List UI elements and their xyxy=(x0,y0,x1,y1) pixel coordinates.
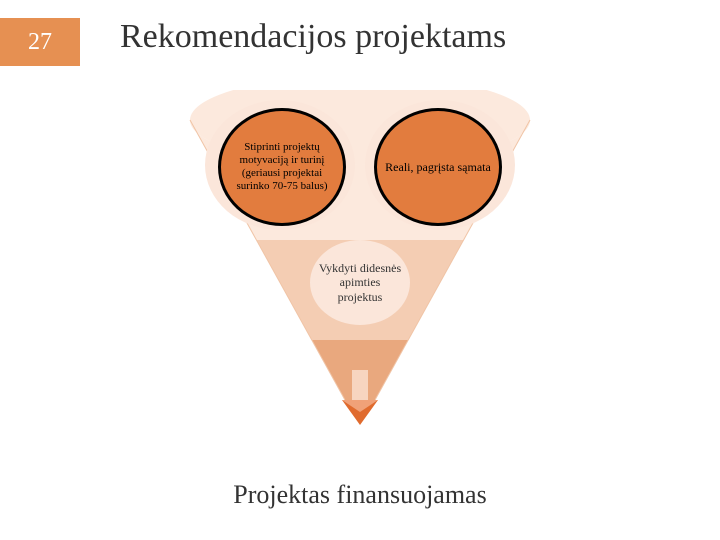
recommendation-circle-1: Stiprinti projektų motyvaciją ir turinį … xyxy=(218,108,346,226)
circle2-text: Reali, pagrįsta sąmata xyxy=(385,160,491,174)
recommendation-circle-2: Reali, pagrįsta sąmata xyxy=(374,108,502,226)
bottom-caption: Projektas finansuojamas xyxy=(0,480,720,510)
slide-title: Rekomendacijos projektams xyxy=(120,18,506,56)
recommendation-circle-3: Vykdyti didesnės apimties projektus xyxy=(310,240,410,325)
down-arrow-icon xyxy=(340,370,380,430)
slide-number: 27 xyxy=(28,29,52,56)
slide-number-badge: 27 xyxy=(0,18,80,66)
funnel-diagram: Stiprinti projektų motyvaciją ir turinį … xyxy=(170,90,550,450)
circle1-text: Stiprinti projektų motyvaciją ir turinį … xyxy=(229,141,335,194)
circle3-text: Vykdyti didesnės apimties projektus xyxy=(316,261,404,304)
